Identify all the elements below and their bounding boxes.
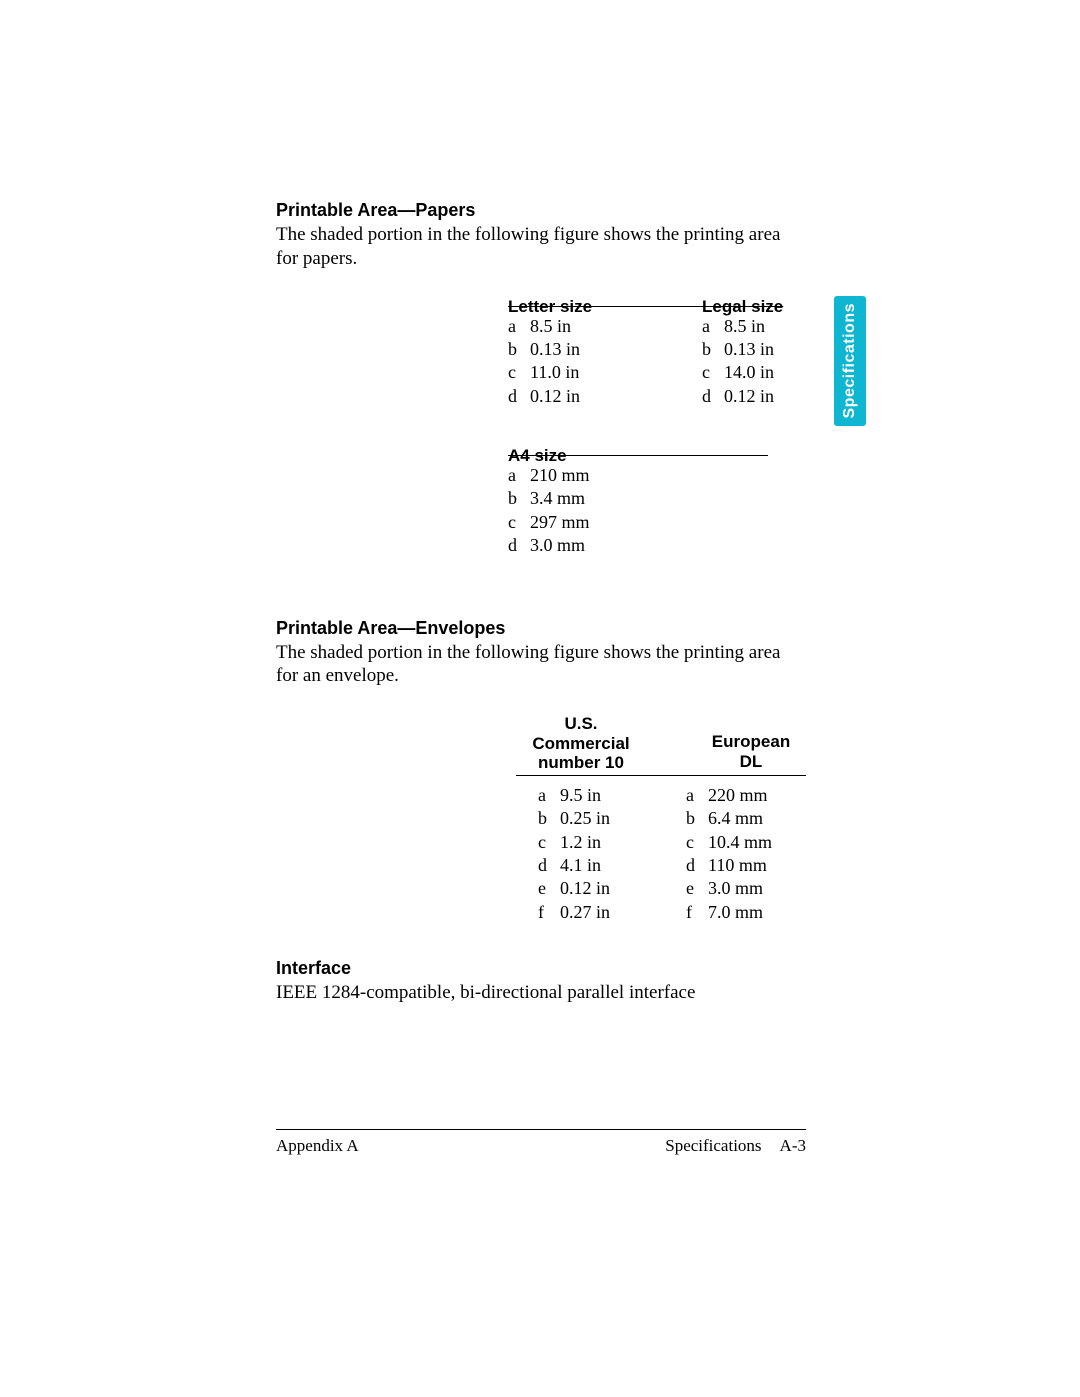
us10-key: d — [538, 854, 560, 877]
heading-envelopes: Printable Area—Envelopes — [276, 618, 806, 639]
legal-value: 14.0 in — [724, 361, 774, 384]
dl-row: a220 mm — [686, 784, 816, 807]
header-us10: U.S. Commercial number 10 — [516, 714, 646, 775]
col-letter: a8.5 inb0.13 inc11.0 ind0.12 in — [508, 315, 648, 409]
footer-left: Appendix A — [276, 1136, 359, 1156]
us10-key: e — [538, 877, 560, 900]
dl-row: c10.4 mm — [686, 831, 816, 854]
legal-key: b — [702, 338, 724, 361]
a4-row: c297 mm — [508, 511, 768, 534]
legal-key: c — [702, 361, 724, 384]
us10-row: c1.2 in — [538, 831, 646, 854]
a4-row: d3.0 mm — [508, 534, 768, 557]
letter-row: a8.5 in — [508, 315, 648, 338]
letter-key: a — [508, 315, 530, 338]
letter-row: b0.13 in — [508, 338, 648, 361]
dl-key: a — [686, 784, 708, 807]
letter-value: 8.5 in — [530, 315, 571, 338]
dl-value: 7.0 mm — [708, 901, 763, 924]
a4-value: 3.4 mm — [530, 487, 585, 510]
dl-row: e3.0 mm — [686, 877, 816, 900]
text-envelopes: The shaded portion in the following figu… — [276, 641, 806, 689]
us10-value: 1.2 in — [560, 831, 601, 854]
a4-row: b3.4 mm — [508, 487, 768, 510]
legal-row: b0.13 in — [702, 338, 842, 361]
legal-value: 8.5 in — [724, 315, 765, 338]
us10-value: 9.5 in — [560, 784, 601, 807]
header-dl: European DL — [686, 714, 816, 773]
legal-row: c14.0 in — [702, 361, 842, 384]
page-footer: Appendix A Specifications A-3 — [276, 1129, 806, 1156]
legal-value: 0.13 in — [724, 338, 774, 361]
a4-row: a210 mm — [508, 464, 768, 487]
letter-key: b — [508, 338, 530, 361]
legal-value: 0.12 in — [724, 385, 774, 408]
col-dl: a220 mmb6.4 mmc10.4 mmd110 mme3.0 mmf7.0… — [686, 784, 816, 924]
legal-key: d — [702, 385, 724, 408]
us10-row: e0.12 in — [538, 877, 646, 900]
letter-legal-headers: Letter size Legal size — [508, 297, 806, 317]
us10-key: f — [538, 901, 560, 924]
dl-row: f7.0 mm — [686, 901, 816, 924]
dl-row: d110 mm — [686, 854, 816, 877]
header-letter: Letter size — [508, 297, 592, 316]
dl-key: f — [686, 901, 708, 924]
envelopes-spec-block: U.S. Commercial number 10 European DL a9… — [516, 714, 806, 924]
letter-value: 11.0 in — [530, 361, 579, 384]
header-legal: Legal size — [702, 297, 783, 316]
dl-row: b6.4 mm — [686, 807, 816, 830]
us10-value: 0.12 in — [560, 877, 610, 900]
papers-spec-block: Letter size Legal size a8.5 inb0.13 inc1… — [508, 297, 806, 409]
dl-value: 3.0 mm — [708, 877, 763, 900]
us10-value: 0.25 in — [560, 807, 610, 830]
a4-key: b — [508, 487, 530, 510]
legal-row: d0.12 in — [702, 385, 842, 408]
a4-key: d — [508, 534, 530, 557]
us10-value: 0.27 in — [560, 901, 610, 924]
a4-value: 3.0 mm — [530, 534, 585, 557]
a4-spec-block: A4 size a210 mmb3.4 mmc297 mmd3.0 mm — [508, 446, 768, 558]
letter-key: d — [508, 385, 530, 408]
legal-key: a — [702, 315, 724, 338]
footer-section: Specifications — [665, 1136, 761, 1156]
dl-value: 10.4 mm — [708, 831, 772, 854]
heading-papers: Printable Area—Papers — [276, 200, 806, 221]
footer-page: A-3 — [780, 1136, 806, 1156]
us10-key: c — [538, 831, 560, 854]
text-interface: IEEE 1284-compatible, bi-directional par… — [276, 981, 806, 1005]
col-us10: a9.5 inb0.25 inc1.2 ind4.1 ine0.12 inf0.… — [516, 784, 646, 924]
us10-row: b0.25 in — [538, 807, 646, 830]
side-tab-label: Specifications — [841, 303, 859, 418]
content-area: Printable Area—Papers The shaded portion… — [276, 200, 806, 1031]
a4-value: 210 mm — [530, 464, 590, 487]
page: Specifications Printable Area—Papers The… — [0, 0, 1080, 1397]
letter-value: 0.13 in — [530, 338, 580, 361]
header-a4: A4 size — [508, 446, 567, 465]
us10-row: d4.1 in — [538, 854, 646, 877]
dl-key: e — [686, 877, 708, 900]
dl-value: 110 mm — [708, 854, 767, 877]
dl-key: c — [686, 831, 708, 854]
col-legal: a8.5 inb0.13 inc14.0 ind0.12 in — [702, 315, 842, 409]
a4-key: c — [508, 511, 530, 534]
dl-key: b — [686, 807, 708, 830]
us10-row: a9.5 in — [538, 784, 646, 807]
dl-value: 220 mm — [708, 784, 768, 807]
dl-value: 6.4 mm — [708, 807, 763, 830]
legal-row: a8.5 in — [702, 315, 842, 338]
us10-row: f0.27 in — [538, 901, 646, 924]
letter-value: 0.12 in — [530, 385, 580, 408]
a4-value: 297 mm — [530, 511, 590, 534]
text-papers: The shaded portion in the following figu… — [276, 223, 806, 271]
us10-key: a — [538, 784, 560, 807]
us10-value: 4.1 in — [560, 854, 601, 877]
heading-interface: Interface — [276, 958, 806, 979]
a4-key: a — [508, 464, 530, 487]
letter-row: d0.12 in — [508, 385, 648, 408]
letter-key: c — [508, 361, 530, 384]
letter-row: c11.0 in — [508, 361, 648, 384]
dl-key: d — [686, 854, 708, 877]
us10-key: b — [538, 807, 560, 830]
